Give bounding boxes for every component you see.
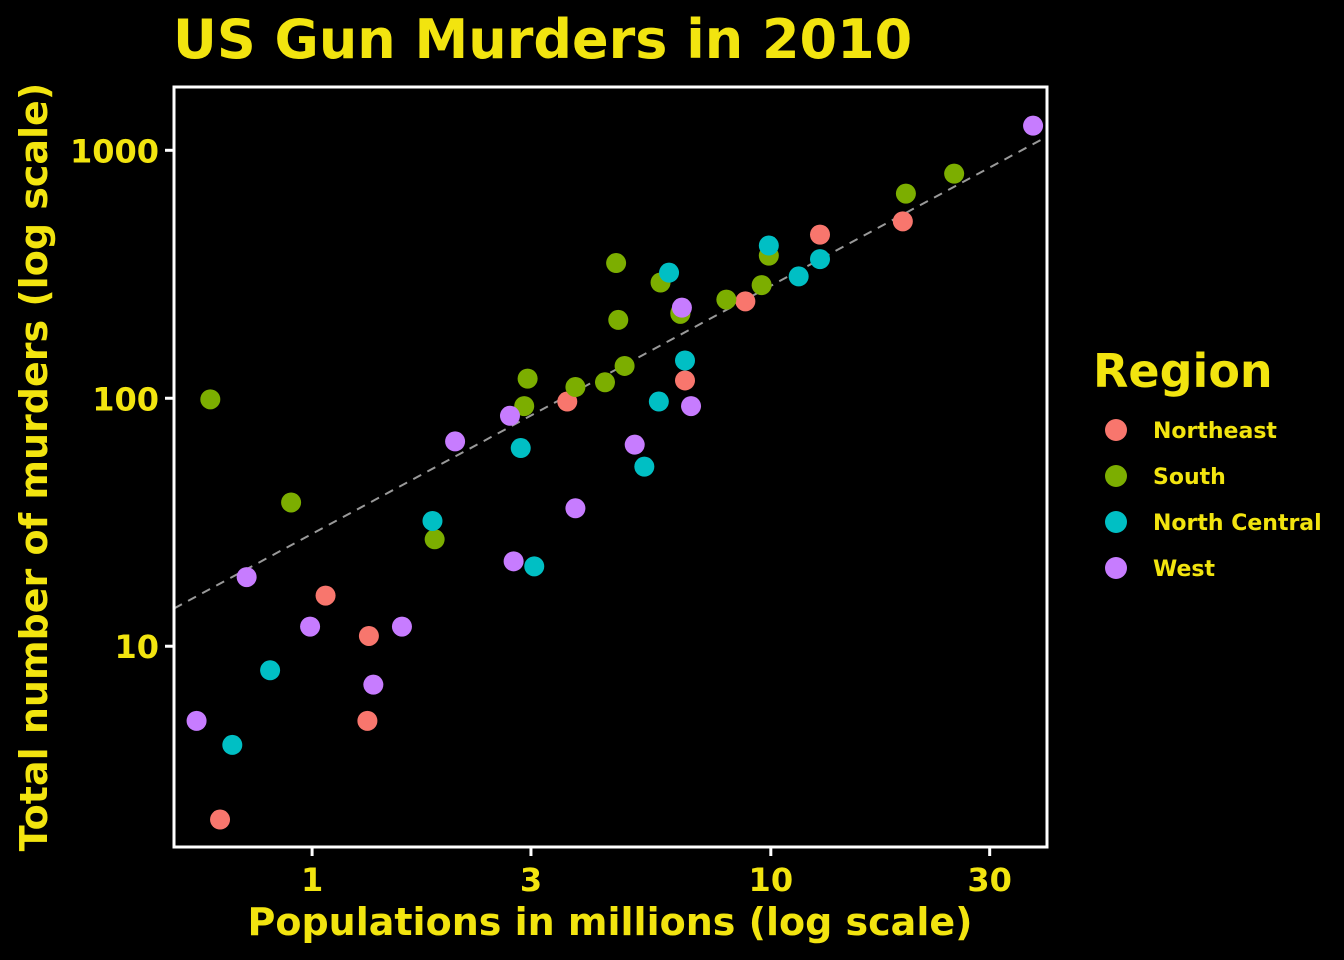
data-point: [358, 625, 379, 646]
data-point: [565, 377, 586, 398]
y-tick-label: 100: [92, 380, 159, 418]
x-tick-label: 10: [749, 861, 794, 899]
data-point: [614, 355, 635, 376]
series-northeast: [210, 211, 913, 830]
data-point: [809, 224, 830, 245]
data-point: [424, 529, 445, 550]
chart-title: US Gun Murders in 2010: [173, 8, 912, 71]
data-point: [391, 616, 412, 637]
data-point: [222, 734, 243, 755]
data-point: [510, 438, 531, 459]
data-point: [634, 456, 655, 477]
data-point: [788, 266, 809, 287]
legend-label: North Central: [1153, 511, 1322, 536]
data-point: [281, 492, 302, 513]
data-point: [422, 510, 443, 531]
data-point: [517, 368, 538, 389]
data-point: [260, 660, 281, 681]
legend-label: Northeast: [1153, 419, 1277, 444]
data-point: [681, 396, 702, 417]
plot-area: 1 3 10 30 10 100 1000: [70, 85, 1049, 899]
x-tick-label: 30: [967, 861, 1012, 899]
data-point: [606, 253, 627, 274]
legend-key: [1105, 557, 1127, 579]
data-point: [565, 498, 586, 519]
data-point: [716, 289, 737, 310]
data-point: [557, 391, 578, 412]
data-point: [445, 431, 466, 452]
data-point: [809, 249, 830, 270]
data-point: [624, 434, 645, 455]
data-point: [499, 405, 520, 426]
legend-label: South: [1153, 465, 1226, 490]
y-axis-label: Total number of murders (log scale): [12, 83, 56, 851]
data-point: [300, 616, 321, 637]
reference-line: [174, 135, 1047, 610]
data-point: [503, 551, 524, 572]
data-point: [659, 262, 680, 283]
x-axis-label: Populations in millions (log scale): [248, 900, 973, 944]
y-tick-label: 1000: [70, 132, 159, 170]
data-point: [186, 710, 207, 731]
legend-title: Region: [1093, 344, 1273, 398]
x-tick-label: 1: [301, 861, 323, 899]
legend-key: [1105, 419, 1127, 441]
series-south: [200, 163, 965, 550]
data-point: [200, 389, 221, 410]
data-point: [944, 163, 965, 184]
data-point: [674, 350, 695, 371]
data-point: [648, 391, 669, 412]
legend-key: [1105, 465, 1127, 487]
y-tick-label: 10: [114, 628, 159, 666]
data-point: [357, 710, 378, 731]
data-point: [895, 183, 916, 204]
data-point: [758, 235, 779, 256]
data-point: [892, 211, 913, 232]
data-point: [674, 370, 695, 391]
data-point: [363, 674, 384, 695]
series-north-central: [222, 235, 830, 755]
legend: Region Northeast South North Central West: [1093, 344, 1322, 582]
data-point: [210, 809, 231, 830]
data-point: [524, 556, 545, 577]
data-point: [608, 309, 629, 330]
legend-key: [1105, 511, 1127, 533]
legend-label: West: [1153, 557, 1215, 582]
data-point: [594, 372, 615, 393]
data-point: [671, 297, 692, 318]
series-west: [186, 115, 1044, 731]
data-point: [315, 585, 336, 606]
data-point: [1023, 115, 1044, 136]
data-point: [514, 396, 535, 417]
data-point: [735, 291, 756, 312]
data-point: [236, 567, 257, 588]
data-point: [751, 275, 772, 296]
x-tick-label: 3: [520, 861, 542, 899]
plot-panel-border: [172, 85, 1049, 849]
